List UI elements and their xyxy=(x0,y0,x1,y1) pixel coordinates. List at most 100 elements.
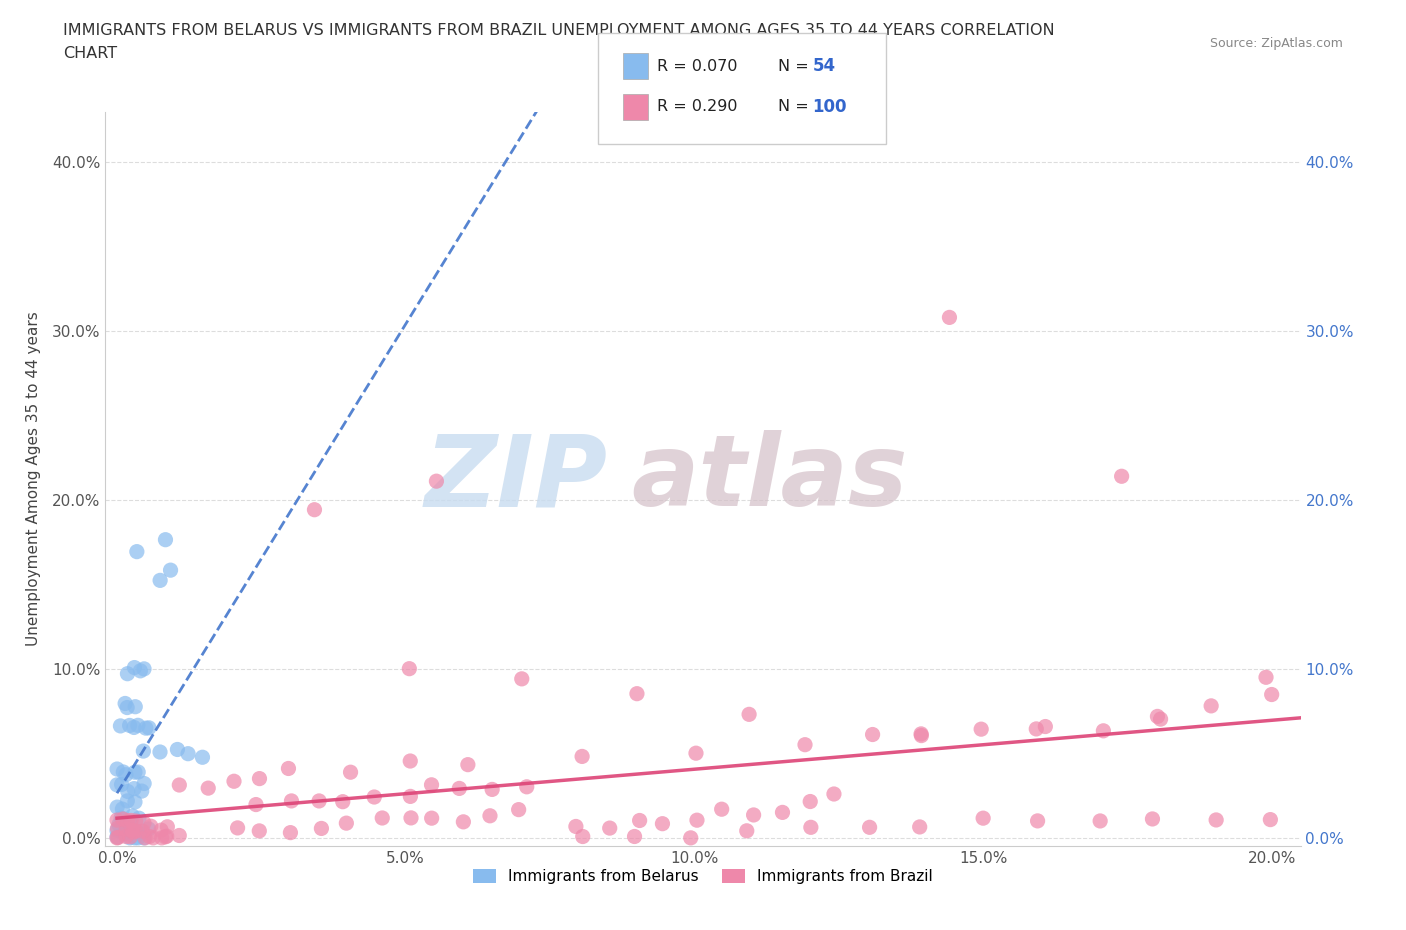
Point xyxy=(105,813,128,828)
Point xyxy=(166,742,188,757)
Point xyxy=(910,726,932,741)
Point xyxy=(124,824,146,839)
Point xyxy=(508,803,530,817)
Point xyxy=(134,776,156,790)
Point xyxy=(1111,469,1133,484)
Point xyxy=(105,830,128,845)
Point xyxy=(114,824,136,839)
Point xyxy=(124,699,146,714)
Point xyxy=(794,737,817,752)
Point xyxy=(910,728,932,743)
Text: Source: ZipAtlas.com: Source: ZipAtlas.com xyxy=(1209,37,1343,50)
Point xyxy=(117,784,139,799)
Point xyxy=(970,722,993,737)
Point xyxy=(222,774,245,789)
Point xyxy=(571,749,593,764)
Point xyxy=(738,707,761,722)
Point xyxy=(686,813,709,828)
Point xyxy=(139,818,162,833)
Point xyxy=(118,718,141,733)
Point xyxy=(127,718,149,733)
Point xyxy=(478,808,501,823)
Point xyxy=(149,573,172,588)
Point xyxy=(772,805,794,820)
Point xyxy=(457,757,479,772)
Text: IMMIGRANTS FROM BELARUS VS IMMIGRANTS FROM BRAZIL UNEMPLOYMENT AMONG AGES 35 TO : IMMIGRANTS FROM BELARUS VS IMMIGRANTS FR… xyxy=(63,23,1054,38)
Point xyxy=(115,830,138,844)
Point xyxy=(156,819,179,834)
Point xyxy=(129,663,152,678)
Point xyxy=(138,721,160,736)
Point xyxy=(1092,724,1115,738)
Point xyxy=(481,782,503,797)
Point xyxy=(1149,711,1171,726)
Point xyxy=(115,767,138,782)
Point xyxy=(1142,812,1164,827)
Point xyxy=(311,821,333,836)
Point xyxy=(420,811,443,826)
Point xyxy=(449,781,471,796)
Point xyxy=(516,779,538,794)
Point xyxy=(155,532,177,547)
Text: N =: N = xyxy=(778,100,808,114)
Point xyxy=(105,762,128,777)
Point xyxy=(112,764,135,779)
Point xyxy=(110,777,132,791)
Point xyxy=(156,829,179,844)
Point xyxy=(1025,722,1047,737)
Point xyxy=(150,830,173,845)
Point xyxy=(118,830,141,845)
Point xyxy=(399,789,422,804)
Point xyxy=(131,784,153,799)
Point xyxy=(135,721,157,736)
Point xyxy=(799,794,821,809)
Point xyxy=(124,660,146,675)
Point xyxy=(115,817,138,832)
Point xyxy=(155,830,177,844)
Point xyxy=(1199,698,1222,713)
Point xyxy=(117,793,139,808)
Point xyxy=(177,746,200,761)
Point xyxy=(127,764,149,779)
Point xyxy=(122,825,145,840)
Point xyxy=(399,810,422,825)
Point xyxy=(800,820,823,835)
Point xyxy=(623,829,645,844)
Point xyxy=(304,502,326,517)
Point xyxy=(565,819,588,834)
Point xyxy=(125,814,148,829)
Text: 100: 100 xyxy=(813,98,848,116)
Point xyxy=(117,814,139,829)
Point xyxy=(108,817,131,832)
Point xyxy=(308,793,330,808)
Point xyxy=(132,830,155,845)
Point xyxy=(679,830,702,845)
Point xyxy=(332,794,354,809)
Point xyxy=(124,823,146,838)
Point xyxy=(127,830,149,845)
Point xyxy=(1260,812,1282,827)
Y-axis label: Unemployment Among Ages 35 to 44 years: Unemployment Among Ages 35 to 44 years xyxy=(25,312,41,646)
Point xyxy=(226,820,249,835)
Point xyxy=(823,787,845,802)
Text: 54: 54 xyxy=(813,57,835,75)
Point xyxy=(124,764,146,779)
Point xyxy=(111,812,134,827)
Point xyxy=(280,793,302,808)
Point xyxy=(371,811,394,826)
Point xyxy=(142,830,165,845)
Point xyxy=(628,813,651,828)
Point xyxy=(150,823,173,838)
Point xyxy=(128,811,150,826)
Point xyxy=(249,771,271,786)
Point xyxy=(132,661,155,676)
Point xyxy=(124,830,146,845)
Point xyxy=(114,696,136,711)
Point xyxy=(420,777,443,792)
Text: atlas: atlas xyxy=(631,431,908,527)
Point xyxy=(120,813,142,828)
Point xyxy=(398,661,420,676)
Point xyxy=(858,820,880,835)
Point xyxy=(149,745,172,760)
Point xyxy=(134,830,156,845)
